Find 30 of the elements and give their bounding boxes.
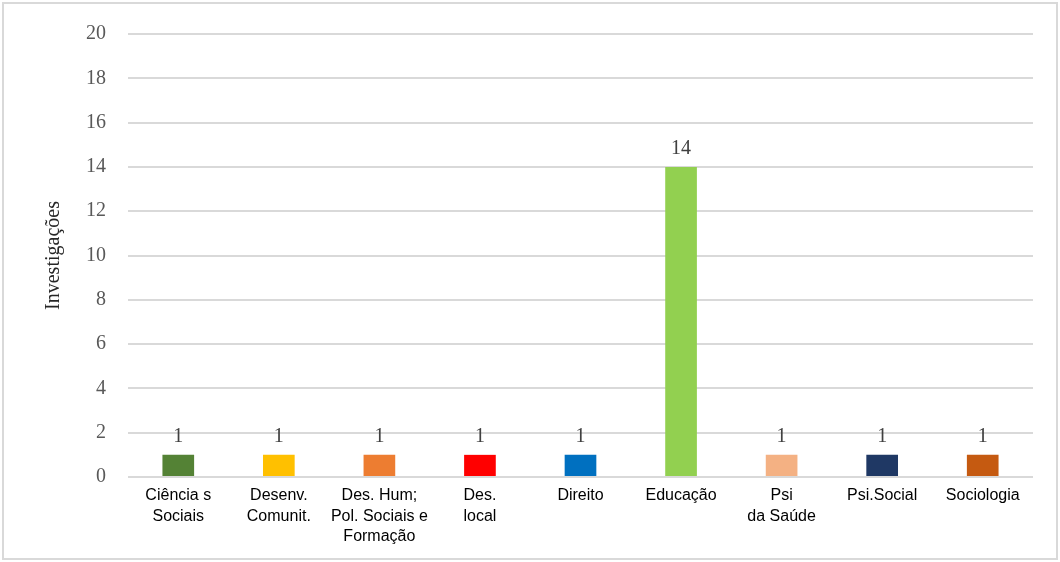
y-tick-label: 8	[96, 287, 106, 310]
y-tick-label: 20	[86, 21, 106, 44]
x-tick-label: Desenv. Comunit.	[246, 485, 311, 524]
x-tick-label: Ciência s Sociais	[145, 485, 212, 524]
data-label: 14	[671, 136, 692, 159]
y-axis-title: Investigações	[41, 200, 65, 310]
y-tick-label: 6	[96, 331, 106, 354]
x-tick-label: Psi da Saúde	[747, 485, 816, 524]
y-tick-label: 12	[86, 198, 106, 221]
x-tick-label: Psi.Social	[847, 485, 918, 503]
y-tick-label: 18	[86, 65, 106, 88]
x-tick-label: Educação	[645, 485, 717, 503]
data-label: 1	[776, 424, 787, 447]
y-tick-label: 0	[96, 464, 106, 487]
data-label: 1	[173, 424, 184, 447]
y-tick-label: 10	[86, 242, 106, 265]
data-label: 1	[374, 424, 385, 447]
x-tick-label: Direito	[557, 485, 604, 503]
data-label: 1	[474, 424, 485, 447]
y-tick-label: 4	[96, 375, 106, 398]
x-tick-label: Des. local	[463, 485, 497, 524]
data-label: 1	[977, 424, 988, 447]
x-tick-label: Des. Hum; Pol. Sociais e Formação	[330, 485, 428, 545]
data-label: 1	[273, 424, 284, 447]
y-tick-label: 14	[86, 154, 106, 177]
y-tick-label: 16	[86, 109, 106, 132]
y-tick-label: 2	[96, 419, 106, 442]
data-label: 1	[575, 424, 586, 447]
data-label: 1	[877, 424, 888, 447]
x-tick-label: Sociologia	[945, 485, 1020, 503]
